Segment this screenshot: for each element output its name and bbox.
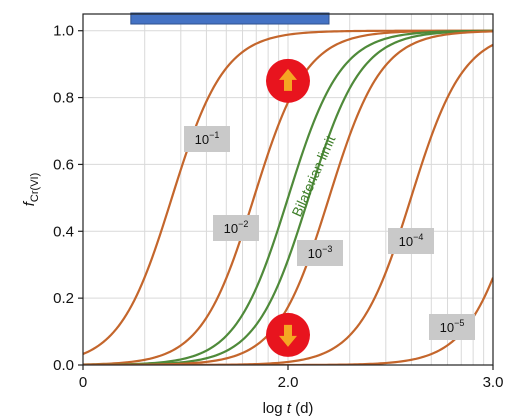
up-arrow-icon [266,58,310,103]
curve-label-box [388,228,434,254]
y-tick-label: 0.2 [53,290,74,307]
range-bar [130,12,330,25]
x-axis-title: log t (d) [263,400,314,417]
y-axis-title: fCr(VI) [21,173,41,207]
curve-label-text: 10−3 [308,244,333,261]
y-tick-label: 0.6 [53,156,74,173]
y-tick-label: 0.8 [53,90,74,107]
curve-label: 10−2 [213,215,259,241]
y-tick-label: 1.0 [53,23,74,40]
curve-label-box [429,314,475,340]
curve-label: 10−4 [388,228,434,254]
x-tick-label: 2.0 [278,374,299,391]
y-tick-label: 0.4 [53,223,74,240]
x-tick-label: 3.0 [483,374,504,391]
curve-label-box [297,240,343,266]
curve-label-box [184,126,230,152]
curve-label-box [213,215,259,241]
curve-label-text: 10−4 [399,232,424,249]
curve-label: 10−1 [184,126,230,152]
x-tick-label: 0 [79,374,87,391]
curve-label: 10−3 [297,240,343,266]
y-tick-label: 0.0 [53,357,74,374]
curve-label-text: 10−1 [195,130,220,147]
curve-label-text: 10−2 [224,219,249,236]
down-arrow-icon [266,312,310,357]
curve-label: 10−5 [429,314,475,340]
grid [83,14,493,366]
curve-label-text: 10−5 [440,318,465,335]
